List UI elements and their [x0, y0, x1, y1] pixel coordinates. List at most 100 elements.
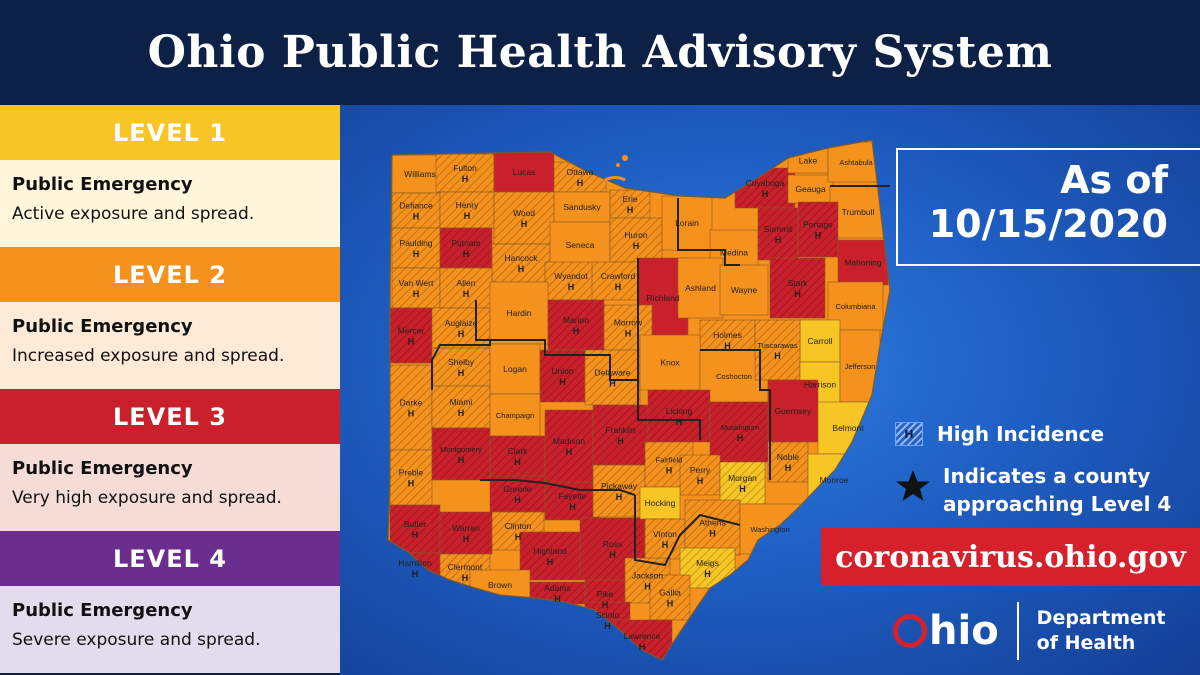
- county-label-clark: Clark: [508, 446, 529, 456]
- county-label-tuscarawas: Tuscarawas: [757, 341, 797, 350]
- county-label-wood: Wood: [513, 208, 535, 218]
- county-morgan[interactable]: [719, 461, 766, 505]
- county-h-mark-vinton: H: [662, 540, 669, 550]
- county-montgomery[interactable]: [431, 427, 491, 481]
- county-label-huron: Huron: [624, 230, 647, 240]
- ohio-logo-text: hio: [929, 608, 999, 654]
- county-athens[interactable]: [684, 499, 741, 556]
- county-label-vinton: Vinton: [653, 529, 677, 539]
- county-miami[interactable]: [431, 385, 491, 429]
- county-geauga[interactable]: [787, 174, 834, 204]
- level-2-block: LEVEL 2 Public Emergency Increased expos…: [0, 247, 340, 389]
- key-approaching-level-4: Indicates a county approaching Level 4: [895, 462, 1171, 518]
- county-wyandot[interactable]: [544, 261, 598, 301]
- county-label-portage: Portage: [803, 220, 833, 230]
- county-h-mark-ottawa: H: [577, 178, 584, 188]
- level-2-header: LEVEL 2: [0, 247, 340, 302]
- county-tuscarawas[interactable]: [754, 319, 801, 381]
- county-label-union: Union: [551, 366, 573, 376]
- page-title: Ohio Public Health Advisory System: [147, 27, 1053, 78]
- county-ashland[interactable]: [677, 257, 724, 319]
- county-union[interactable]: [539, 349, 586, 403]
- county-mercer[interactable]: [389, 307, 433, 364]
- level-1-header: LEVEL 1: [0, 105, 340, 160]
- county-perry[interactable]: [679, 454, 721, 496]
- county-trumbull[interactable]: [829, 185, 887, 239]
- county-label-auglaize: Auglaize: [445, 318, 478, 328]
- ohio-logo: hio: [893, 608, 999, 654]
- county-lawrence[interactable]: [611, 619, 673, 662]
- county-h-mark-preble: H: [408, 479, 415, 489]
- county-defiance[interactable]: [391, 192, 441, 229]
- county-label-harrison: Harrison: [804, 380, 836, 390]
- county-h-mark-van-wert: H: [413, 289, 420, 299]
- county-wood[interactable]: [493, 191, 555, 245]
- county-label-fairfield: Fairfield: [656, 456, 683, 465]
- county-henry[interactable]: [439, 191, 495, 229]
- county-h-mark-delaware: H: [609, 379, 616, 389]
- county-hocking[interactable]: [639, 486, 681, 520]
- county-van-wert[interactable]: [391, 267, 441, 309]
- county-darke[interactable]: [389, 364, 433, 451]
- county-marion[interactable]: [547, 299, 605, 351]
- level-3-block: LEVEL 3 Public Emergency Very high expos…: [0, 389, 340, 531]
- county-mahoning[interactable]: [837, 239, 889, 286]
- county-madison[interactable]: [544, 409, 594, 483]
- county-lorain[interactable]: [661, 195, 713, 251]
- county-h-mark-auglaize: H: [458, 329, 465, 339]
- county-muskingum[interactable]: [709, 401, 771, 463]
- county-label-van-wert: Van Wert: [399, 278, 434, 288]
- website-link[interactable]: coronavirus.ohio.gov: [821, 528, 1200, 586]
- county-wayne[interactable]: [719, 264, 769, 316]
- county-clark[interactable]: [489, 435, 546, 477]
- county-h-mark-putnam: H: [463, 249, 470, 259]
- county-label-monroe: Monroe: [820, 475, 849, 485]
- county-allen[interactable]: [439, 267, 493, 309]
- county-portage[interactable]: [797, 201, 839, 258]
- county-guernsey[interactable]: [767, 379, 819, 443]
- county-seneca[interactable]: [549, 221, 611, 269]
- county-label-morgan: Morgan: [728, 473, 757, 483]
- county-huron[interactable]: [609, 217, 663, 263]
- as-of-date: 10/15/2020: [928, 202, 1168, 246]
- county-delaware[interactable]: [584, 349, 641, 406]
- county-h-mark-hancock: H: [518, 264, 525, 274]
- county-auglaize[interactable]: [431, 307, 491, 349]
- county-label-clinton: Clinton: [505, 521, 532, 531]
- county-franklin[interactable]: [592, 404, 649, 466]
- level-1-body: Public Emergency Active exposure and spr…: [0, 160, 340, 247]
- county-h-mark-erie: H: [627, 205, 634, 215]
- level-3-desc: Very high exposure and spread.: [12, 488, 282, 508]
- county-gallia[interactable]: [649, 574, 691, 621]
- county-champaign[interactable]: [489, 393, 541, 437]
- county-preble[interactable]: [389, 449, 433, 506]
- county-h-mark-clark: H: [514, 457, 521, 467]
- department-line-1: Department: [1036, 607, 1166, 629]
- county-h-mark-summit: H: [775, 235, 782, 245]
- county-label-fulton: Fulton: [453, 163, 477, 173]
- department-line-2: of Health: [1036, 632, 1136, 654]
- county-paulding[interactable]: [391, 227, 441, 269]
- county-hardin[interactable]: [489, 281, 549, 345]
- county-h-mark-defiance: H: [413, 212, 420, 222]
- county-knox[interactable]: [639, 334, 701, 391]
- level-2-desc: Increased exposure and spread.: [12, 346, 285, 366]
- county-shelby[interactable]: [431, 347, 491, 387]
- county-warren[interactable]: [439, 511, 493, 555]
- county-fulton[interactable]: [435, 153, 495, 193]
- county-hancock[interactable]: [491, 243, 551, 283]
- county-label-stark: Stark: [788, 278, 809, 288]
- county-label-lawrence: Lawrence: [624, 631, 661, 641]
- county-stark[interactable]: [769, 257, 826, 319]
- county-h-mark-pike: H: [602, 600, 609, 610]
- level-1-block: LEVEL 1 Public Emergency Active exposure…: [0, 105, 340, 247]
- county-summit[interactable]: [757, 207, 799, 261]
- county-label-marion: Marion: [563, 315, 589, 325]
- county-noble[interactable]: [767, 441, 809, 483]
- county-h-mark-cuyahoga: H: [762, 189, 769, 199]
- county-putnam[interactable]: [439, 227, 493, 269]
- county-label-mercer: Mercer: [398, 326, 425, 336]
- county-h-mark-lawrence: H: [639, 642, 646, 652]
- county-crawford[interactable]: [591, 261, 645, 301]
- county-label-coshocton: Coshocton: [716, 372, 752, 381]
